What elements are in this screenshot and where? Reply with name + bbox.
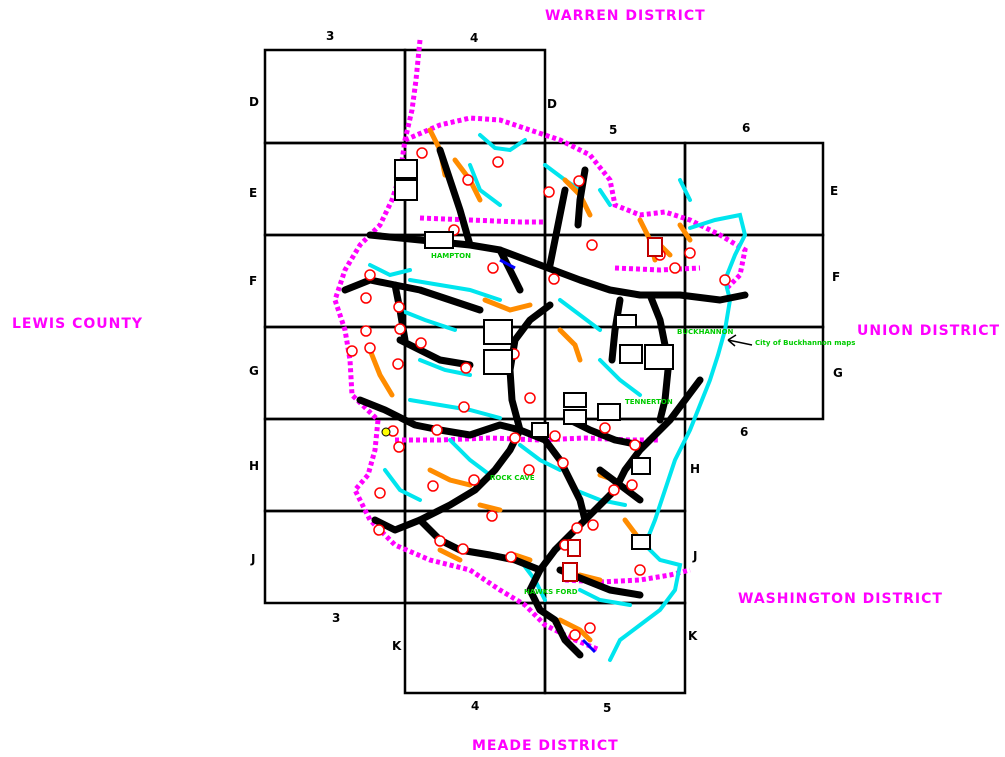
grid-row-j-left: J: [250, 552, 255, 566]
highway-segment: [581, 638, 597, 654]
place-city-note: City of Buckhannon maps: [755, 339, 855, 347]
lewis-county-label: LEWIS COUNTY: [12, 316, 143, 332]
inset-boxes: [394, 159, 674, 582]
place-rock-cave: ROCK CAVE: [490, 474, 535, 482]
grid-col-4-top: 4: [470, 31, 478, 45]
washington-district-label: WASHINGTON DISTRICT: [738, 591, 943, 607]
grid-row-h-left: H: [249, 459, 259, 473]
grid-row-g-right: G: [833, 366, 843, 380]
highway-segment-north: [499, 258, 516, 270]
grid-row-e-right: E: [830, 184, 838, 198]
grid-row-f-right: F: [832, 270, 840, 284]
warren-district-label: WARREN DISTRICT: [545, 8, 706, 24]
grid-row-k-left: K: [392, 639, 402, 653]
union-district-label: UNION DISTRICT: [857, 323, 1000, 339]
yellow-point: [381, 427, 391, 437]
grid-row-h-right: H: [690, 462, 700, 476]
grid-col-6-lower: 6: [740, 425, 748, 439]
grid-col-6-mid: 6: [742, 121, 750, 135]
district-boundary: [332, 39, 748, 653]
grid-col-3-bottom: 3: [332, 611, 340, 625]
place-buckhannon: BUCKHANNON: [677, 328, 734, 336]
grid-col-5-bottom: 5: [603, 701, 611, 715]
grid-col-3-top: 3: [326, 29, 334, 43]
meade-district-label: MEADE DISTRICT: [472, 738, 619, 754]
inset-box-red: [562, 237, 663, 582]
grid-row-d-left: D: [249, 95, 259, 109]
place-hawks-ford: HAWKS FORD: [524, 588, 578, 596]
grid-row-j-right: J: [692, 549, 697, 563]
place-hampton: HAMPTON: [431, 252, 471, 260]
grid-row-g-left: G: [249, 364, 259, 378]
grid-col-4-bottom: 4: [471, 699, 479, 713]
grid-row-f-left: F: [249, 274, 257, 288]
grid-row-d-right: D: [547, 97, 557, 111]
place-tennerton: TENNERTON: [625, 398, 673, 406]
streams: [368, 133, 748, 662]
city-maps-arrow: [727, 334, 753, 347]
grid-row-k-right: K: [688, 629, 698, 643]
grid-row-e-left: E: [249, 186, 257, 200]
grid-col-5-mid: 5: [609, 123, 617, 137]
